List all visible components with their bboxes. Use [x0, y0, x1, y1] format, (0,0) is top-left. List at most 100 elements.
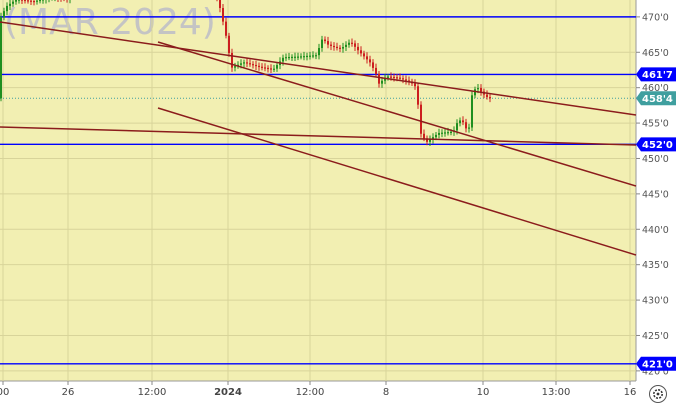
- candle: [348, 39, 350, 48]
- candle-body: [450, 131, 452, 134]
- price-tick-label: 445'0: [642, 189, 669, 200]
- candle: [33, 0, 35, 6]
- candle: [225, 17, 227, 39]
- gear-icon-hub[interactable]: [656, 392, 660, 396]
- candle: [234, 62, 236, 72]
- candle: [309, 51, 311, 60]
- price-tag: 421'0: [636, 356, 676, 371]
- candle: [261, 63, 263, 71]
- candle-body: [240, 63, 242, 65]
- price-axis-ticks: 485'0480'0475'0470'0465'0460'0455'0450'0…: [636, 12, 669, 377]
- price-tick-label: 465'0: [642, 48, 669, 59]
- candle: [342, 42, 344, 53]
- candle: [231, 48, 233, 72]
- trend-lines: [0, 21, 637, 256]
- candle: [432, 133, 434, 144]
- candle: [465, 118, 467, 133]
- candle-body: [282, 57, 284, 62]
- candle-body: [291, 56, 293, 59]
- horizontal-level-lines: [0, 16, 636, 365]
- candle-body: [429, 139, 431, 142]
- price-tag: 452'0: [636, 137, 676, 152]
- candle-body: [249, 63, 251, 65]
- candle-body: [423, 133, 425, 139]
- candle: [42, 0, 44, 4]
- candle: [480, 84, 482, 96]
- candle-body: [231, 52, 233, 68]
- candle: [486, 90, 488, 100]
- candle: [405, 75, 407, 85]
- candle-body: [333, 45, 335, 48]
- gear-icon[interactable]: [652, 388, 663, 399]
- candle: [294, 52, 296, 62]
- candle-body: [6, 5, 8, 12]
- price-tag-badge: [636, 356, 676, 371]
- candle-body: [18, 0, 20, 1]
- candle-body: [477, 88, 479, 90]
- candle-body: [39, 0, 41, 2]
- price-tick-label: 450'0: [642, 154, 669, 165]
- candle-body: [258, 65, 260, 68]
- time-tick-label: 00: [0, 387, 9, 398]
- candle: [60, 0, 62, 2]
- candle: [336, 42, 338, 51]
- price-tick-label: 470'0: [642, 12, 669, 23]
- candle-body: [378, 73, 380, 84]
- candle: [375, 63, 377, 77]
- candle: [462, 116, 464, 126]
- candle-body: [462, 120, 464, 123]
- candle: [276, 61, 278, 72]
- candle-body: [24, 0, 26, 2]
- time-tick-label: 8: [383, 387, 389, 398]
- candle-body: [273, 68, 275, 70]
- candle-body: [318, 48, 320, 56]
- price-tag-badge: [636, 91, 676, 106]
- candle-body: [9, 3, 11, 6]
- price-tag-label: 461'7: [642, 70, 673, 81]
- candle: [351, 38, 353, 47]
- price-tag-label: 452'0: [642, 140, 673, 151]
- chart-settings-button[interactable]: [649, 385, 667, 403]
- price-tag-label: 421'0: [642, 359, 673, 370]
- candle: [303, 51, 305, 61]
- candle: [306, 52, 308, 61]
- candle: [6, 2, 8, 16]
- candle-body: [471, 95, 473, 128]
- candle-body: [441, 132, 443, 134]
- candle: [69, 0, 71, 4]
- candle-body: [342, 46, 344, 49]
- candle: [417, 82, 419, 109]
- channel-lower-trendline: [157, 107, 637, 256]
- candle-body: [33, 0, 35, 3]
- price-tick-label: 460'0: [642, 83, 669, 94]
- candle-body: [21, 0, 23, 1]
- candle: [357, 43, 359, 55]
- price-tag-label: 458'4: [642, 94, 673, 105]
- candle: [36, 0, 38, 5]
- candle: [267, 65, 269, 73]
- candle-body: [339, 47, 341, 49]
- candle-body: [228, 35, 230, 53]
- price-tick-label: 430'0: [642, 296, 669, 307]
- candle-body: [0, 16, 2, 99]
- candle-body: [312, 55, 314, 57]
- candle: [264, 63, 266, 72]
- candle: [333, 42, 335, 51]
- candle: [27, 0, 29, 4]
- candle-body: [252, 64, 254, 66]
- candle: [345, 41, 347, 51]
- candle: [246, 58, 248, 68]
- candle: [9, 0, 11, 10]
- candle: [21, 0, 23, 5]
- candle-body: [270, 68, 272, 70]
- candle: [408, 76, 410, 86]
- candle-body: [30, 0, 32, 2]
- price-tag-badge: [636, 137, 676, 152]
- candle: [321, 35, 323, 52]
- candle-body: [27, 0, 29, 2]
- candle-body: [372, 62, 374, 68]
- candle: [468, 123, 470, 133]
- candle-body: [402, 78, 404, 80]
- candle: [45, 0, 47, 4]
- price-tick-label: 425'0: [642, 331, 669, 342]
